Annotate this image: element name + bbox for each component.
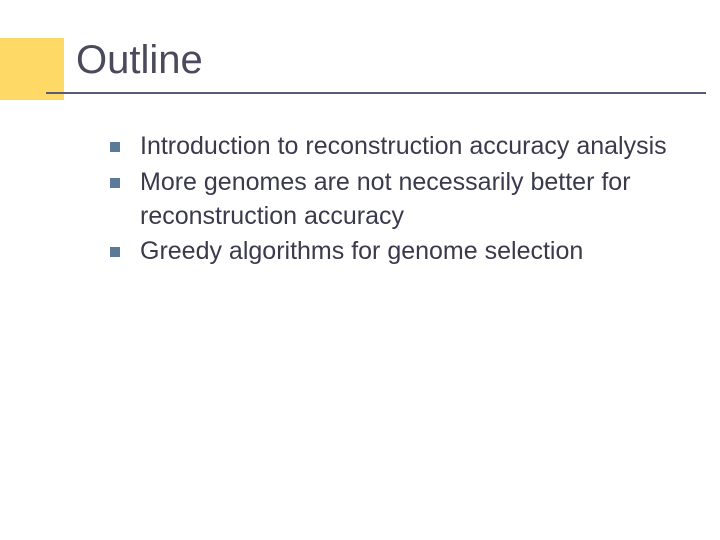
bullet-item: Introduction to reconstruction accuracy …: [110, 130, 680, 164]
bullet-item: Greedy algorithms for genome selection: [110, 235, 680, 269]
content-area: Introduction to reconstruction accuracy …: [110, 130, 680, 271]
bullet-marker-icon: [110, 247, 120, 257]
bullet-text: Greedy algorithms for genome selection: [140, 235, 583, 269]
bullet-item: More genomes are not necessarily better …: [110, 166, 680, 234]
slide-title: Outline: [76, 38, 203, 83]
bullet-text: Introduction to reconstruction accuracy …: [140, 130, 667, 164]
title-underline: [46, 92, 706, 94]
bullet-marker-icon: [110, 142, 120, 152]
bullet-marker-icon: [110, 178, 120, 188]
title-container: Outline: [76, 38, 203, 83]
title-accent-box: [0, 38, 64, 100]
bullet-text: More genomes are not necessarily better …: [140, 166, 680, 234]
